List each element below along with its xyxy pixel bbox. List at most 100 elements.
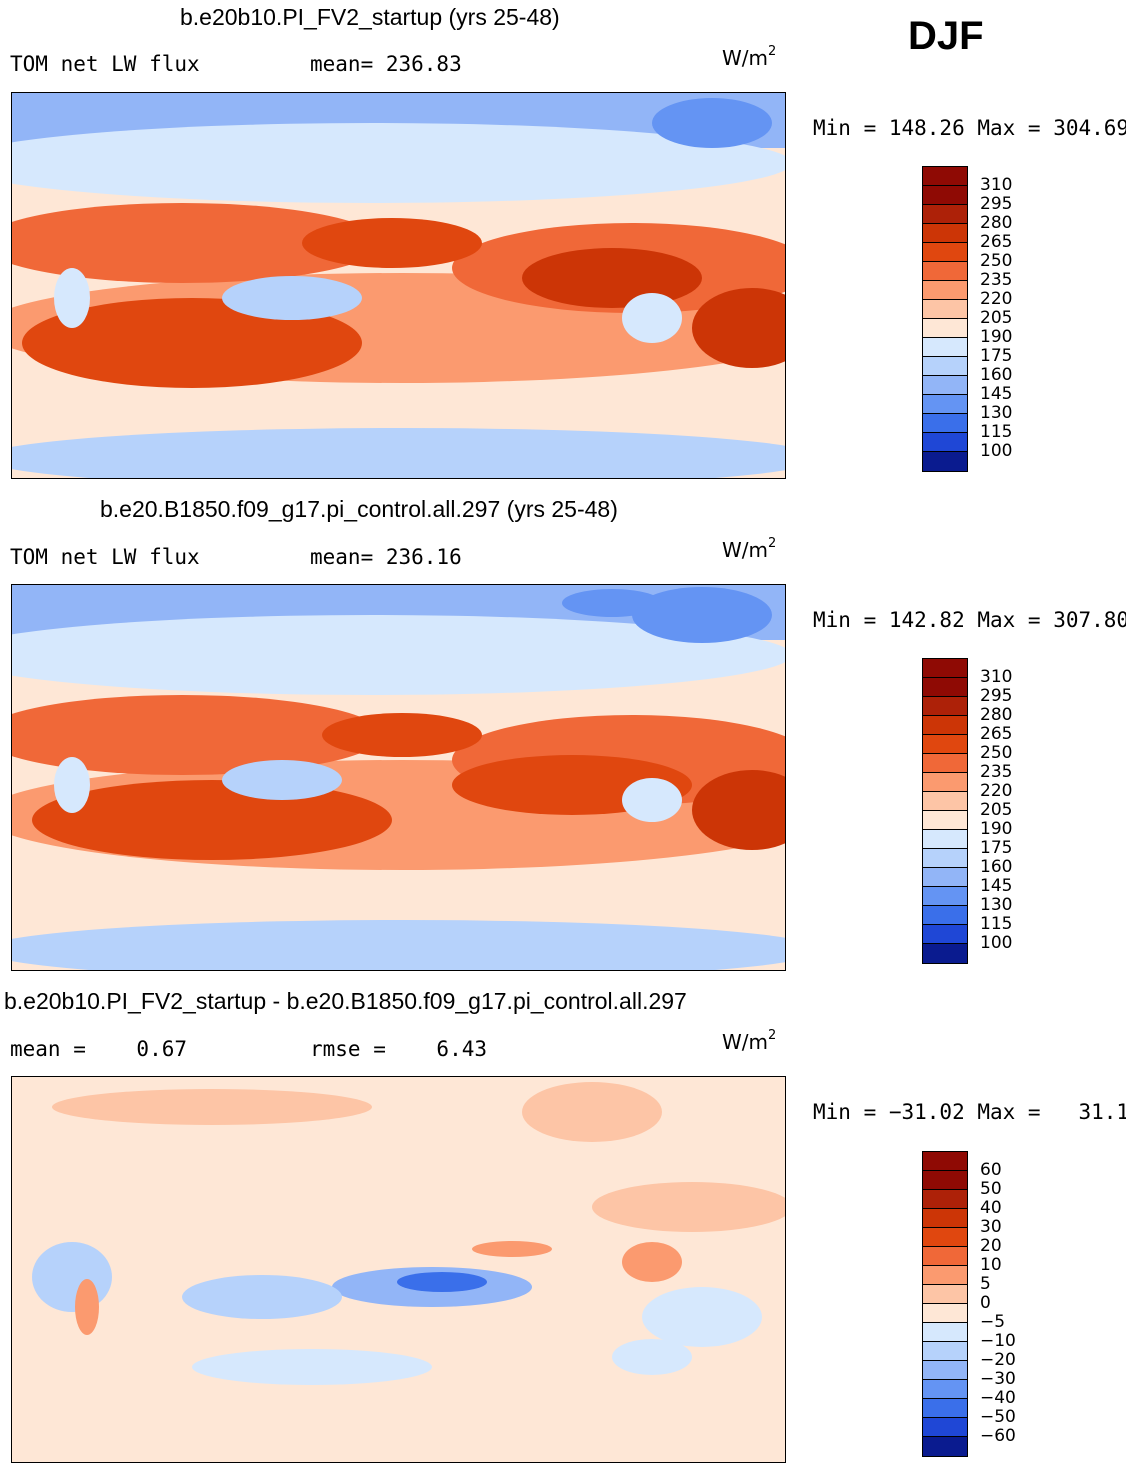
colorbar-tick-label: 235 — [980, 762, 1013, 782]
panel-3-map — [11, 1076, 786, 1463]
panel-2-variable-label: TOM net LW flux — [10, 545, 200, 569]
season-label: DJF — [908, 14, 984, 58]
colorbar-segment — [923, 1418, 967, 1437]
colorbar-tick-label: 310 — [980, 667, 1013, 687]
colorbar-tick-label: 250 — [980, 743, 1013, 763]
colorbar-tick-label: 145 — [980, 384, 1013, 404]
colorbar-segment — [923, 338, 967, 357]
panel-1-mean-label: mean= 236.83 — [310, 52, 462, 76]
panel-1-contour-field — [12, 93, 785, 478]
colorbar-tick-label: 310 — [980, 175, 1013, 195]
colorbar-tick-label: 265 — [980, 724, 1013, 744]
panel-3-mean-label: mean = 0.67 — [10, 1037, 188, 1061]
colorbar-segment — [923, 1171, 967, 1190]
colorbar-tick-label: −20 — [980, 1350, 1016, 1370]
colorbar-tick-label: 30 — [980, 1217, 1002, 1237]
colorbar-segment — [923, 1323, 967, 1342]
colorbar-tick-label: 265 — [980, 232, 1013, 252]
panel-2-title: b.e20.B1850.f09_g17.pi_control.all.297 (… — [100, 496, 618, 522]
colorbar-tick-label: 220 — [980, 781, 1013, 801]
colorbar-segment — [923, 944, 967, 963]
colorbar-tick-label: −5 — [980, 1312, 1006, 1332]
colorbar-tick-label: 115 — [980, 914, 1013, 934]
colorbar-tick-label: 115 — [980, 422, 1013, 442]
colorbar-tick-label: −50 — [980, 1407, 1016, 1427]
colorbar-segment — [923, 395, 967, 414]
colorbar-segment — [923, 925, 967, 944]
panel-3-colorbar-labels: 60 50 40 30 20 10 5 0 −5 −10 −20 −30 −40 −50 −60 — [980, 1151, 1040, 1455]
panel-3-title: b.e20b10.PI_FV2_startup - b.e20.B1850.f0… — [4, 988, 687, 1014]
colorbar-segment — [923, 414, 967, 433]
colorbar-tick-label: 40 — [980, 1198, 1002, 1218]
colorbar-tick-label: 175 — [980, 346, 1013, 366]
colorbar-segment — [923, 659, 967, 678]
colorbar-segment — [923, 1437, 967, 1456]
panel-3-colorbar — [922, 1151, 968, 1457]
colorbar-tick-label: 280 — [980, 705, 1013, 725]
colorbar-segment — [923, 224, 967, 243]
colorbar-segment — [923, 1399, 967, 1418]
colorbar-tick-label: 130 — [980, 403, 1013, 423]
panel-2-colorbar-labels: 310 295 280 265 250 235 220 205 190 175 160 145 130 1… — [980, 658, 1040, 962]
colorbar-segment — [923, 906, 967, 925]
colorbar-tick-label: 280 — [980, 213, 1013, 233]
panel-1-colorbar-labels: 310 295 280 265 250 235 220 205 190 175 160 145 130 1… — [980, 166, 1040, 470]
colorbar-segment — [923, 1304, 967, 1323]
colorbar-segment — [923, 281, 967, 300]
colorbar-tick-label: 60 — [980, 1160, 1002, 1180]
colorbar-segment — [923, 830, 967, 849]
colorbar-tick-label: 145 — [980, 876, 1013, 896]
colorbar-segment — [923, 849, 967, 868]
panel-1-map — [11, 92, 786, 479]
colorbar-tick-label: 20 — [980, 1236, 1002, 1256]
panel-2-minmax: Min = 142.82 Max = 307.80 — [813, 608, 1126, 632]
colorbar-segment — [923, 1190, 967, 1209]
colorbar-tick-label: 220 — [980, 289, 1013, 309]
colorbar-tick-label: 5 — [980, 1274, 991, 1294]
colorbar-segment — [923, 262, 967, 281]
panel-2-colorbar — [922, 658, 968, 964]
colorbar-segment — [923, 1266, 967, 1285]
colorbar-segment — [923, 357, 967, 376]
colorbar-tick-label: 175 — [980, 838, 1013, 858]
colorbar-segment — [923, 1285, 967, 1304]
colorbar-segment — [923, 1361, 967, 1380]
panel-3-contour-field — [12, 1077, 785, 1462]
colorbar-segment — [923, 868, 967, 887]
colorbar-tick-label: 190 — [980, 327, 1013, 347]
colorbar-tick-label: 235 — [980, 270, 1013, 290]
colorbar-tick-label: 100 — [980, 933, 1013, 953]
colorbar-tick-label: −60 — [980, 1426, 1016, 1446]
colorbar-segment — [923, 205, 967, 224]
panel-1-minmax: Min = 148.26 Max = 304.69 — [813, 116, 1126, 140]
colorbar-segment — [923, 773, 967, 792]
colorbar-tick-label: 50 — [980, 1179, 1002, 1199]
colorbar-tick-label: 190 — [980, 819, 1013, 839]
colorbar-tick-label: 205 — [980, 308, 1013, 328]
colorbar-tick-label: 250 — [980, 251, 1013, 271]
colorbar-segment — [923, 735, 967, 754]
colorbar-segment — [923, 1209, 967, 1228]
panel-3-rmse-label: rmse = 6.43 — [310, 1037, 488, 1061]
colorbar-segment — [923, 452, 967, 471]
colorbar-segment — [923, 243, 967, 262]
panel-3-unit: W/m2 — [722, 1028, 777, 1054]
colorbar-segment — [923, 792, 967, 811]
colorbar-segment — [923, 186, 967, 205]
colorbar-tick-label: 100 — [980, 441, 1013, 461]
colorbar-tick-label: 160 — [980, 365, 1013, 385]
colorbar-segment — [923, 716, 967, 735]
colorbar-segment — [923, 1342, 967, 1361]
colorbar-segment — [923, 433, 967, 452]
colorbar-segment — [923, 811, 967, 830]
colorbar-tick-label: 205 — [980, 800, 1013, 820]
panel-1-unit: W/m2 — [722, 44, 777, 70]
colorbar-tick-label: 295 — [980, 194, 1013, 214]
colorbar-tick-label: −40 — [980, 1388, 1016, 1408]
colorbar-segment — [923, 1380, 967, 1399]
panel-2-mean-label: mean= 236.16 — [310, 545, 462, 569]
colorbar-tick-label: 130 — [980, 895, 1013, 915]
colorbar-segment — [923, 300, 967, 319]
colorbar-segment — [923, 319, 967, 338]
colorbar-segment — [923, 887, 967, 906]
